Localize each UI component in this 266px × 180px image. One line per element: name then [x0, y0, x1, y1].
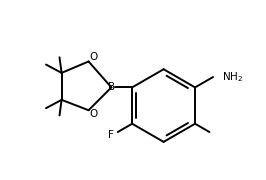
Text: NH$_2$: NH$_2$	[222, 70, 243, 84]
Text: B: B	[108, 82, 115, 92]
Text: F: F	[107, 130, 114, 140]
Text: O: O	[90, 109, 98, 119]
Text: O: O	[90, 52, 98, 62]
